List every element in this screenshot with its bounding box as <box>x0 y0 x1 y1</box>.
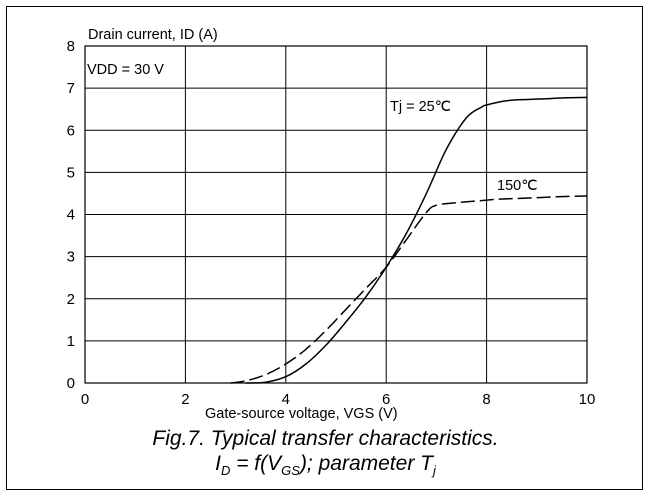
figure-frame <box>6 6 643 490</box>
plot-area <box>84 45 588 384</box>
y-tick-label: 3 <box>67 249 75 266</box>
x-tick-label: 0 <box>81 391 89 408</box>
series-line-25c <box>245 96 588 384</box>
y-axis-label: Drain current, ID (A) <box>88 27 218 43</box>
x-tick-label: 2 <box>181 391 189 408</box>
y-tick-label: 8 <box>67 38 75 55</box>
y-tick-label: 0 <box>67 375 75 392</box>
plot-grid <box>84 45 588 384</box>
condition-label: VDD = 30 V <box>87 62 164 78</box>
x-axis-label: Gate-source voltage, VGS (V) <box>205 406 398 422</box>
caption-formula-end: ); parameter T <box>299 452 433 475</box>
caption-formula-t-sub: j <box>432 463 436 479</box>
series-label-25c: Tj = 25℃ <box>390 99 451 115</box>
caption-formula-i-sub: D <box>220 463 231 479</box>
tick-labels: 0 1 2 3 4 5 6 7 8 0 2 4 6 8 10 <box>67 38 596 408</box>
caption-formula-mid: = f(V <box>230 452 282 475</box>
series-line-150c <box>230 195 588 384</box>
y-tick-label: 1 <box>67 333 75 350</box>
caption-formula: ID = f(VGS); parameter Tj <box>0 452 651 478</box>
y-tick-label: 6 <box>67 122 75 139</box>
x-tick-label: 10 <box>579 391 596 408</box>
caption-title: Fig.7. Typical transfer characteristics. <box>152 427 499 450</box>
series-lines <box>230 96 588 384</box>
series-label-150c: 150℃ <box>497 178 537 194</box>
x-tick-label: 6 <box>382 391 390 408</box>
y-tick-label: 5 <box>67 164 75 181</box>
caption-formula-v-sub: GS <box>281 463 300 479</box>
x-tick-label: 4 <box>282 391 290 408</box>
y-tick-label: 4 <box>67 207 75 224</box>
x-tick-label: 8 <box>482 391 490 408</box>
caption-formula-i: I <box>215 452 221 475</box>
y-tick-label: 2 <box>67 291 75 308</box>
y-tick-label: 7 <box>67 80 75 97</box>
